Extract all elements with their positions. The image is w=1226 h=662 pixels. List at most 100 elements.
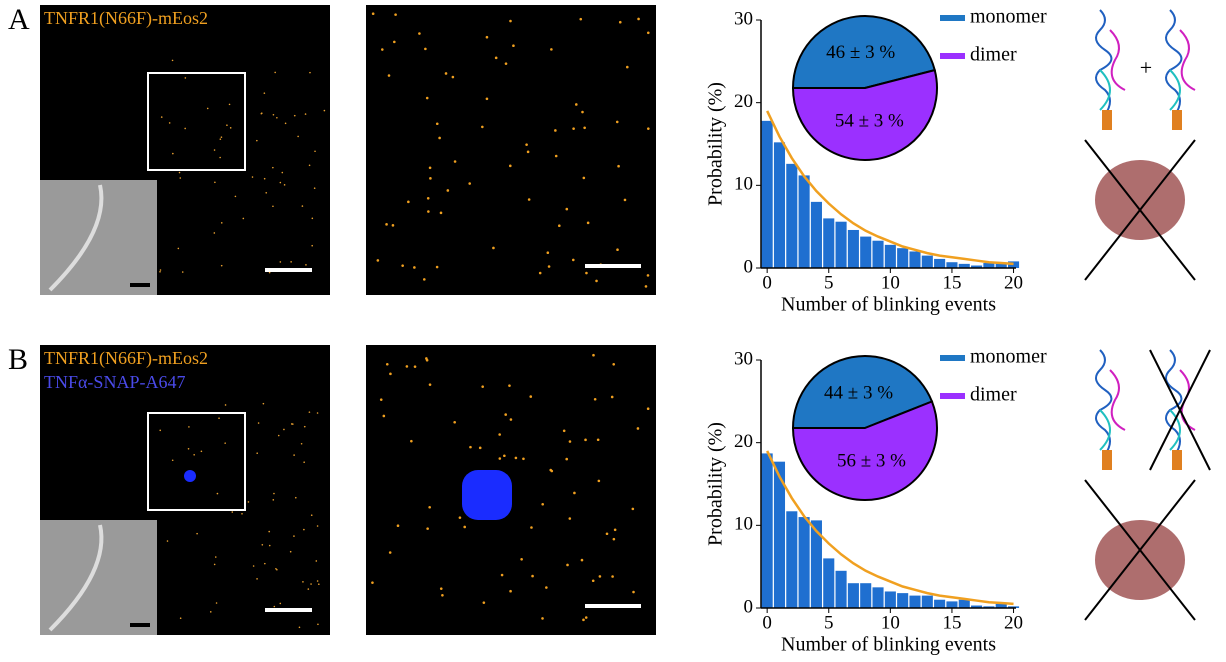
x-tick-label: 5: [824, 272, 834, 293]
spot: [397, 524, 400, 527]
spot: [290, 551, 292, 553]
spot: [275, 568, 277, 570]
bar: [762, 453, 773, 608]
spot: [185, 77, 187, 79]
bar: [836, 222, 847, 268]
spot: [503, 454, 506, 457]
legend-label: dimer: [970, 44, 1017, 66]
spot: [293, 454, 295, 456]
spot: [393, 41, 396, 44]
bar: [786, 164, 797, 268]
spot: [159, 271, 161, 273]
spot: [598, 480, 601, 483]
spot: [256, 140, 258, 142]
structure: [1166, 10, 1181, 115]
spot: [492, 247, 495, 250]
spot: [428, 506, 431, 509]
spot: [221, 136, 223, 138]
spot: [522, 457, 525, 460]
spot: [317, 580, 319, 582]
spot: [429, 166, 432, 169]
spot: [184, 128, 186, 130]
spot: [303, 461, 305, 463]
spot: [499, 457, 502, 460]
bar: [774, 142, 785, 268]
spot: [647, 127, 650, 130]
spot: [479, 447, 482, 450]
spot: [225, 404, 227, 406]
bar: [811, 202, 822, 268]
spot: [549, 469, 552, 472]
y-axis-label: Probability (%): [705, 422, 727, 546]
spot: [172, 153, 174, 155]
spot: [253, 565, 255, 567]
scale-bar: [130, 283, 150, 287]
spot: [469, 446, 472, 449]
spot: [468, 182, 471, 185]
ligand-spot: [462, 470, 512, 520]
spot: [292, 423, 294, 425]
spot: [647, 407, 650, 410]
page: {"panels": [ {"letter": "A", "labels": […: [0, 0, 1226, 662]
bar: [823, 218, 834, 268]
spot: [569, 440, 572, 443]
spot: [637, 427, 640, 430]
x-tick-label: 0: [762, 612, 772, 633]
spot: [624, 199, 627, 202]
spot: [508, 384, 511, 387]
y-tick-label: 0: [744, 596, 754, 617]
spot: [214, 564, 216, 566]
spot: [309, 72, 311, 74]
micrograph-zoom: [366, 5, 656, 295]
spot: [481, 126, 484, 129]
bar: [786, 511, 797, 608]
scale-bar: [130, 623, 150, 627]
bar: [872, 587, 883, 608]
spot: [413, 266, 416, 269]
spot: [406, 365, 409, 368]
spot: [311, 245, 313, 247]
spot: [179, 177, 181, 179]
spot: [308, 588, 310, 590]
spot: [380, 398, 383, 401]
spot: [214, 232, 216, 234]
spot: [632, 591, 635, 594]
spot: [548, 265, 551, 268]
spot: [647, 31, 650, 34]
spot: [264, 178, 266, 180]
spot: [486, 97, 489, 100]
spot: [258, 422, 260, 424]
spot: [445, 72, 448, 75]
x-axis-label: Number of blinking events: [781, 294, 996, 316]
structure: [1102, 450, 1112, 470]
spot: [169, 122, 171, 124]
spot: [583, 127, 586, 130]
spot: [616, 248, 619, 251]
bar: [860, 583, 871, 608]
bar: [946, 262, 957, 268]
spot: [407, 201, 410, 204]
legend-swatch: [940, 15, 965, 21]
spot: [297, 136, 299, 138]
spot: [520, 558, 523, 561]
spot: [252, 176, 254, 178]
spot: [637, 18, 640, 21]
bar: [848, 583, 859, 608]
spot: [182, 271, 184, 273]
spot: [541, 617, 544, 620]
x-tick-label: 20: [1004, 272, 1023, 293]
spot: [293, 535, 295, 537]
structure: [1172, 110, 1182, 130]
bar: [872, 241, 883, 268]
spot: [645, 285, 648, 288]
x-tick-label: 20: [1004, 612, 1023, 633]
figure: ATNFR1(N66F)-mEos2+BTNFR1(N66F)-mEos2TNF…: [0, 0, 1226, 662]
spot: [273, 114, 275, 116]
spot: [159, 430, 161, 432]
spot: [510, 418, 513, 421]
spot: [585, 616, 588, 619]
spot: [220, 138, 222, 140]
spot: [302, 581, 304, 583]
spot: [541, 503, 544, 506]
spot: [188, 448, 190, 450]
